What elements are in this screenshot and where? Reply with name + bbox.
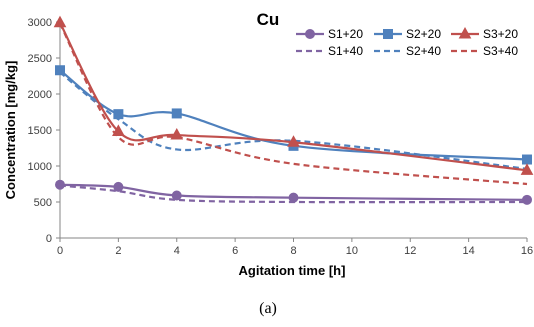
- y-tick-label: 2500: [28, 53, 52, 65]
- data-point: [522, 194, 532, 205]
- data-point: [53, 15, 67, 28]
- series-s3-plus-40: [59, 22, 528, 186]
- figure-caption: (a): [259, 300, 277, 317]
- y-tick-label: 1000: [28, 161, 52, 173]
- legend-marker: [458, 26, 472, 39]
- x-tick-label: 6: [232, 245, 238, 257]
- legend-entry: S3+20: [451, 26, 518, 41]
- series-s2-plus-40: [59, 71, 528, 170]
- y-tick-label: 2000: [28, 89, 52, 101]
- x-tick-label: 2: [115, 245, 121, 257]
- legend-entry: S3+40: [451, 44, 518, 58]
- legend-marker: [305, 29, 315, 39]
- legend-label: S1+20: [328, 27, 363, 41]
- axes: 0 500 1000 1500 2000 2500 3000 0 2 4 6 8 10 12 14 16: [28, 17, 534, 257]
- x-tick-label: 0: [57, 245, 63, 257]
- data-point: [55, 179, 65, 190]
- y-axis-title: Concentration [mg/kg]: [3, 61, 18, 200]
- y-tick-label: 1500: [28, 125, 52, 137]
- x-tick-label: 12: [404, 245, 416, 257]
- series-line: [59, 22, 528, 186]
- legend-label: S2+20: [406, 27, 441, 41]
- series-line: [59, 69, 528, 161]
- legend-marker: [383, 29, 393, 39]
- x-tick-label: 16: [521, 245, 533, 257]
- legend-label: S3+40: [483, 44, 518, 58]
- legend-label: S3+20: [483, 27, 518, 41]
- data-point: [171, 108, 182, 119]
- data-point: [55, 65, 65, 76]
- legend: S1+20 S2+20 S3+20 S1+40 S2+40 S3+40: [296, 26, 518, 58]
- x-tick-label: 8: [290, 245, 296, 257]
- series-s2-plus-20: [55, 65, 532, 165]
- legend-label: S2+40: [406, 44, 441, 58]
- legend-entry: S2+20: [374, 27, 441, 41]
- data-point: [520, 163, 534, 175]
- x-tick-label: 14: [463, 245, 475, 257]
- data-point: [522, 154, 532, 165]
- x-tick-label: 10: [346, 245, 358, 257]
- data-point: [170, 128, 184, 140]
- data-point: [112, 124, 125, 136]
- x-axis-title: Agitation time [h]: [239, 263, 346, 278]
- data-point: [288, 192, 299, 203]
- series-layer: [53, 15, 534, 205]
- legend-label: S1+40: [328, 44, 363, 58]
- legend-entry: S1+40: [296, 44, 363, 58]
- y-tick-label: 500: [34, 197, 52, 209]
- series-s1-plus-40: [59, 184, 528, 204]
- chart-title: Cu: [257, 10, 280, 29]
- series-line: [59, 184, 528, 204]
- series-line: [59, 22, 528, 172]
- series-s3-plus-20: [53, 15, 534, 175]
- data-point: [171, 190, 182, 201]
- series-s1-plus-20: [55, 179, 532, 205]
- data-point: [113, 109, 124, 120]
- series-line: [59, 71, 528, 170]
- x-tick-label: 4: [174, 245, 180, 257]
- data-point: [113, 181, 124, 192]
- legend-entry: S2+40: [374, 44, 441, 58]
- legend-entry: S1+20: [296, 27, 363, 41]
- y-tick-label: 3000: [28, 17, 52, 29]
- y-tick-label: 0: [46, 233, 52, 245]
- data-point: [287, 135, 300, 147]
